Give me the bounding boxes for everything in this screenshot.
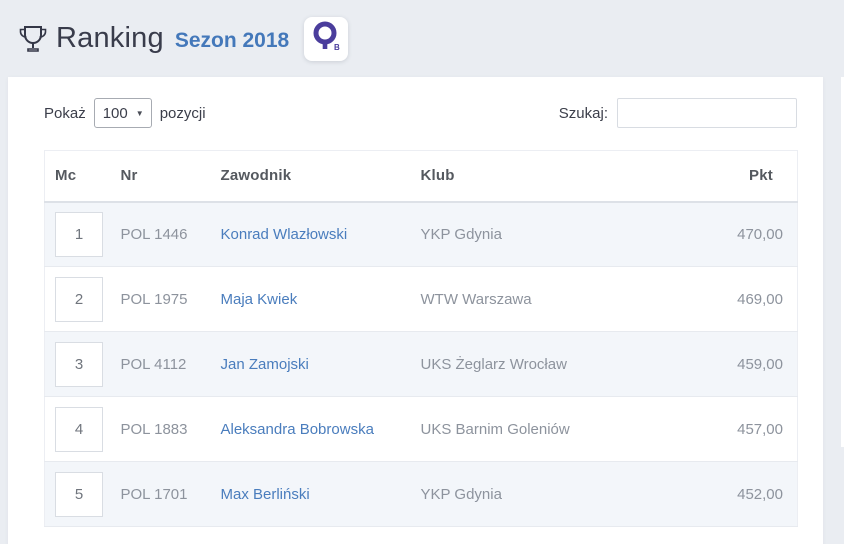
- rank-cell: 2: [44, 266, 121, 332]
- table-row: 3 POL 4112 Jan Zamojski UKS Żeglarz Wroc…: [44, 331, 798, 397]
- table-controls: Pokaż 100 pozycji Szukaj:: [44, 98, 797, 128]
- competitor-link[interactable]: Max Berliński: [220, 485, 310, 503]
- table-row: 5 POL 1701 Max Berliński YKP Gdynia 452,…: [44, 461, 798, 527]
- show-entries-select-wrap: 100: [93, 98, 152, 128]
- show-entries-label-before: Pokaż: [44, 104, 86, 122]
- club-cell: YKP Gdynia: [420, 201, 704, 267]
- sail-number-cell: POL 1883: [120, 396, 221, 462]
- ranking-table: Mc Nr Zawodnik Klub Pkt 1 POL 1446 Konra…: [44, 150, 798, 527]
- column-header-pkt[interactable]: Pkt: [703, 150, 798, 203]
- optimist-class-icon: B: [310, 20, 342, 57]
- competitor-cell: Maja Kwiek: [220, 266, 421, 332]
- rank-cell: 3: [44, 331, 121, 397]
- ranking-table-body: 1 POL 1446 Konrad Wlazłowski YKP Gdynia …: [44, 201, 798, 527]
- page-title: Ranking: [56, 22, 164, 54]
- competitor-cell: Max Berliński: [220, 461, 421, 527]
- svg-text:B: B: [334, 43, 340, 52]
- competitor-link[interactable]: Aleksandra Bobrowska: [220, 420, 374, 438]
- rank-box: 5: [55, 471, 103, 517]
- points-cell: 459,00: [703, 331, 798, 397]
- sail-number-cell: POL 1975: [120, 266, 221, 332]
- rank-box: 1: [55, 211, 103, 257]
- adjacent-card-edge: [841, 77, 844, 447]
- points-cell: 470,00: [703, 201, 798, 267]
- column-header-zawodnik[interactable]: Zawodnik: [220, 150, 421, 203]
- search-input[interactable]: [617, 98, 797, 128]
- competitor-cell: Jan Zamojski: [220, 331, 421, 397]
- club-cell: UKS Barnim Goleniów: [420, 396, 704, 462]
- column-header-mc[interactable]: Mc: [44, 150, 121, 203]
- show-entries-label-after: pozycji: [159, 104, 206, 122]
- ranking-card: Pokaż 100 pozycji Szukaj: Mc Nr Zawodnik…: [8, 77, 823, 544]
- class-badge-button[interactable]: B: [304, 16, 349, 61]
- club-cell: WTW Warszawa: [420, 266, 704, 332]
- season-subtitle: Sezon 2018: [174, 28, 290, 52]
- club-cell: UKS Żeglarz Wrocław: [420, 331, 704, 397]
- table-row: 2 POL 1975 Maja Kwiek WTW Warszawa 469,0…: [44, 266, 798, 332]
- show-entries-select[interactable]: 100: [93, 98, 152, 128]
- rank-box: 3: [55, 341, 103, 387]
- points-cell: 452,00: [703, 461, 798, 527]
- header-row: Mc Nr Zawodnik Klub Pkt: [44, 150, 798, 203]
- trophy-icon: [18, 23, 48, 57]
- table-row: 1 POL 1446 Konrad Wlazłowski YKP Gdynia …: [44, 201, 798, 267]
- competitor-link[interactable]: Maja Kwiek: [220, 290, 298, 308]
- competitor-link[interactable]: Jan Zamojski: [220, 355, 309, 373]
- competitor-link[interactable]: Konrad Wlazłowski: [220, 225, 348, 243]
- club-cell: YKP Gdynia: [420, 461, 704, 527]
- competitor-cell: Aleksandra Bobrowska: [220, 396, 421, 462]
- ranking-table-head: Mc Nr Zawodnik Klub Pkt: [44, 150, 798, 203]
- sail-number-cell: POL 1701: [120, 461, 221, 527]
- rank-box: 2: [55, 276, 103, 322]
- search-label: Szukaj:: [558, 104, 608, 122]
- column-header-klub[interactable]: Klub: [420, 150, 704, 203]
- sail-number-cell: POL 4112: [120, 331, 221, 397]
- rank-cell: 1: [44, 201, 121, 267]
- show-entries-control: Pokaż 100 pozycji: [44, 98, 206, 128]
- search-control: Szukaj:: [559, 98, 797, 128]
- points-cell: 457,00: [703, 396, 798, 462]
- competitor-cell: Konrad Wlazłowski: [220, 201, 421, 267]
- rank-box: 4: [55, 406, 103, 452]
- column-header-nr[interactable]: Nr: [120, 150, 221, 203]
- points-cell: 469,00: [703, 266, 798, 332]
- rank-cell: 4: [44, 396, 121, 462]
- table-row: 4 POL 1883 Aleksandra Bobrowska UKS Barn…: [44, 396, 798, 462]
- sail-number-cell: POL 1446: [120, 201, 221, 267]
- rank-cell: 5: [44, 461, 121, 527]
- page-header: Ranking Sezon 2018 B: [0, 0, 844, 77]
